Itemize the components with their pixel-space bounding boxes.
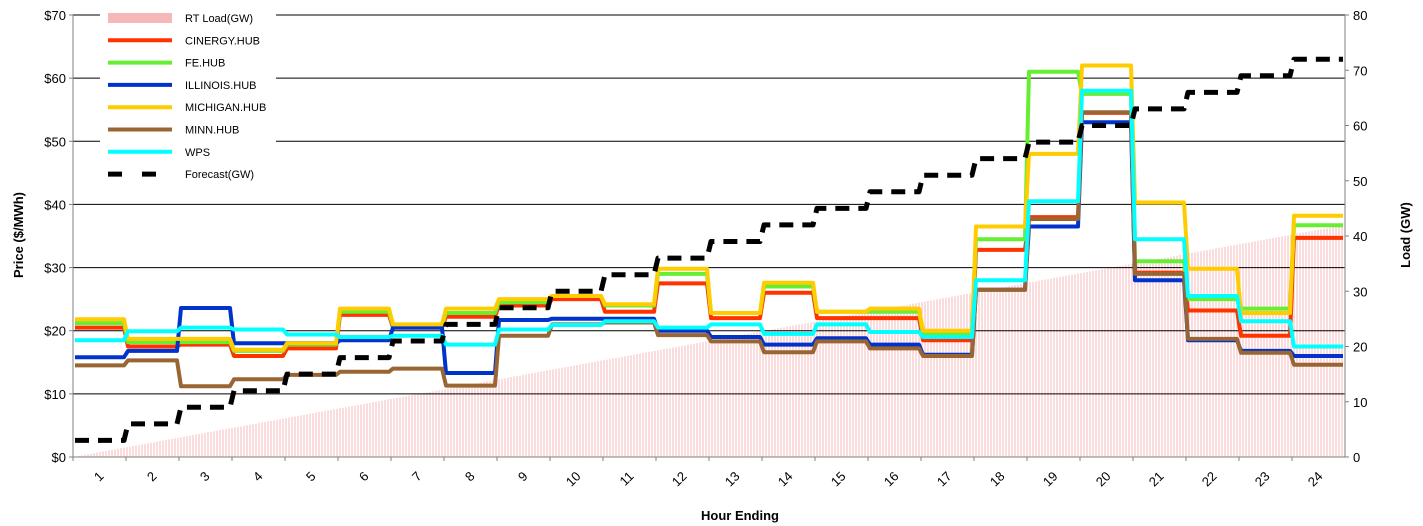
x-tick-label: 9 [515, 469, 531, 485]
x-tick-label: 22 [1199, 469, 1220, 490]
y-right-tick-label: 70 [1353, 63, 1367, 78]
y-left-tick-label: $0 [52, 450, 66, 465]
series-lines [75, 56, 1343, 443]
x-tick-label: 1 [91, 469, 107, 485]
legend-label: WPS [185, 147, 210, 159]
x-tick-label: 10 [563, 469, 584, 490]
x-tick-label: 24 [1305, 469, 1326, 490]
x-tick-label: 12 [669, 469, 690, 490]
x-tick-label: 2 [144, 469, 160, 485]
x-tick-label: 6 [356, 469, 372, 485]
series-line-michigan-hub [75, 63, 1343, 352]
x-tick-label: 21 [1146, 469, 1167, 490]
y-right-tick-label: 0 [1353, 450, 1360, 465]
y-left-tick-label: $30 [44, 261, 66, 276]
right-axis-ticks: 0 10 20 30 40 50 60 70 80 [1345, 8, 1367, 465]
y-right-tick-label: 30 [1353, 284, 1367, 299]
y-left-tick-label: $10 [44, 387, 66, 402]
y-right-tick-label: 20 [1353, 340, 1367, 355]
legend: RT Load(GW) CINERGY.HUB FE.HUB ILLINOIS.HUB… [100, 8, 276, 186]
x-tick-label: 13 [722, 469, 743, 490]
y-axis-left-title: Price ($/MWh) [11, 192, 26, 278]
legend-box [100, 8, 276, 186]
legend-swatch-area [108, 13, 172, 23]
y-right-tick-label: 10 [1353, 395, 1367, 410]
x-tick-label: 3 [197, 469, 213, 485]
x-axis-ticks: 1 2 3 4 5 6 7 8 9 10 11 12 13 14 15 16 17 18 19 20 21 22 23 24 [72, 457, 1326, 490]
x-tick-label: 7 [409, 469, 425, 485]
legend-label: Forecast(GW) [185, 169, 254, 181]
x-tick-label: 11 [616, 469, 636, 489]
legend-label: MINN.HUB [185, 125, 239, 137]
y-right-tick-label: 40 [1353, 229, 1367, 244]
x-tick-label: 15 [828, 469, 849, 490]
legend-label: MICHIGAN.HUB [185, 102, 266, 114]
x-tick-label: 14 [775, 469, 796, 490]
legend-label: FE.HUB [185, 58, 225, 70]
x-axis-title: Hour Ending [701, 508, 779, 523]
legend-label: RT Load(GW) [185, 13, 253, 25]
y-right-tick-label: 60 [1353, 119, 1367, 134]
y-left-tick-label: $60 [44, 71, 66, 86]
legend-label: CINERGY.HUB [185, 35, 260, 47]
x-tick-label: 8 [462, 469, 478, 485]
x-tick-label: 5 [303, 469, 319, 485]
y-left-tick-label: $40 [44, 197, 66, 212]
y-left-tick-label: $50 [44, 134, 66, 149]
y-left-tick-label: $20 [44, 324, 66, 339]
x-tick-label: 23 [1252, 469, 1273, 490]
y-right-tick-label: 50 [1353, 174, 1367, 189]
x-tick-label: 16 [881, 469, 902, 490]
x-tick-label: 19 [1040, 469, 1061, 490]
x-tick-label: 20 [1093, 469, 1114, 490]
x-tick-label: 4 [250, 469, 266, 485]
y-left-tick-label: $70 [44, 8, 66, 23]
y-axis-right-title: Load (GW) [1398, 202, 1413, 268]
y-right-tick-label: 80 [1353, 8, 1367, 23]
left-axis-ticks: $0 $10 $20 $30 $40 $50 $60 $70 [44, 8, 73, 465]
series-line-forecast-gw- [75, 56, 1343, 443]
x-tick-label: 18 [987, 469, 1008, 490]
x-tick-label: 17 [934, 469, 955, 490]
legend-label: ILLINOIS.HUB [185, 80, 257, 92]
